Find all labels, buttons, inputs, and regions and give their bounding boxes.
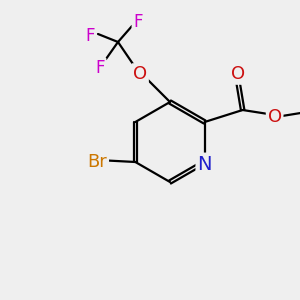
Text: F: F xyxy=(133,13,143,31)
Text: F: F xyxy=(95,59,105,77)
Text: O: O xyxy=(231,65,245,83)
Text: O: O xyxy=(268,108,282,126)
Text: O: O xyxy=(133,65,147,83)
Text: N: N xyxy=(197,154,212,173)
Text: F: F xyxy=(85,27,95,45)
Text: Br: Br xyxy=(88,153,107,171)
